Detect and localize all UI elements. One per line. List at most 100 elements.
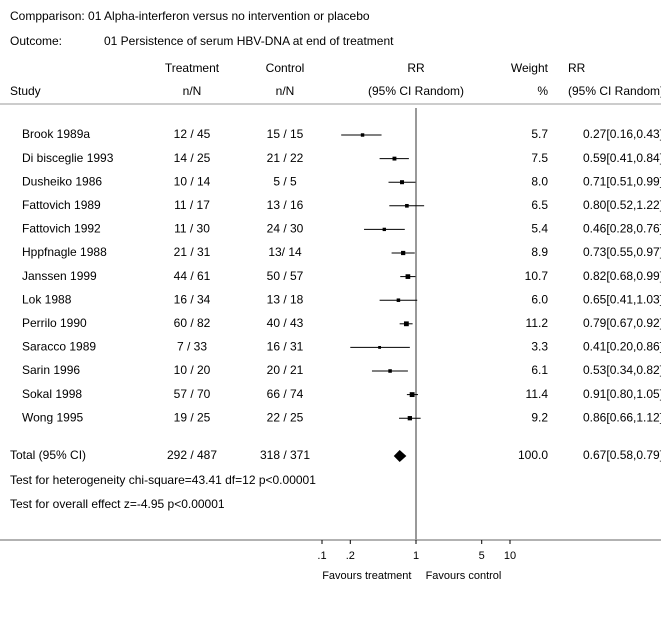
control: 16 / 31: [267, 340, 304, 354]
study-name: Lok 1988: [22, 292, 72, 306]
x-tick-label: .1: [317, 550, 326, 562]
estimate: [382, 227, 386, 232]
header: n/N: [183, 84, 202, 98]
total-diamond: [393, 450, 407, 462]
rr-label: 0.79[0.67,0.92]: [583, 316, 661, 330]
weight: 5.4: [531, 222, 548, 236]
total-label: Total (95% CI): [10, 448, 86, 462]
outcome: 01 Persistence of serum HBV-DNA at end o…: [104, 34, 394, 48]
rr-label: 0.41[0.20,0.86]: [583, 340, 661, 354]
study-name: Fattovich 1989: [22, 198, 101, 212]
treatment: 21 / 31: [174, 245, 211, 259]
x-tick-label: 5: [479, 550, 485, 562]
estimate: [403, 321, 409, 327]
treatment: 7 / 33: [177, 340, 207, 354]
x-tick-label: 10: [504, 550, 516, 562]
rr-label: 0.67[0.58,0.79]: [583, 448, 661, 462]
study-name: Perrilo 1990: [22, 316, 87, 330]
rr-label: 0.59[0.41,0.84]: [583, 151, 661, 165]
weight: 7.5: [531, 151, 548, 165]
study-name: Dusheiko 1986: [22, 174, 102, 188]
weight: 9.2: [531, 410, 548, 424]
control: 66 / 74: [267, 387, 304, 401]
weight: 6.0: [531, 292, 548, 306]
header: (95% CI Random): [568, 84, 661, 98]
note: Test for overall effect z=-4.95 p<0.0000…: [10, 497, 225, 511]
rr-label: 0.46[0.28,0.76]: [583, 222, 661, 236]
estimate: [392, 156, 397, 161]
header: (95% CI Random): [368, 84, 464, 98]
x-label: Favours control: [426, 570, 502, 582]
estimate: [409, 392, 415, 398]
estimate: [401, 250, 406, 256]
weight: 6.1: [531, 363, 548, 377]
rr-label: 0.53[0.34,0.82]: [583, 363, 661, 377]
study-name: Hppfnagle 1988: [22, 245, 107, 259]
weight: 3.3: [531, 340, 548, 354]
control: 15 / 15: [267, 127, 304, 141]
study-name: Fattovich 1992: [22, 222, 101, 236]
control: 5 / 5: [273, 174, 297, 188]
rr-label: 0.82[0.68,0.99]: [583, 269, 661, 283]
weight: 11.4: [526, 387, 549, 401]
treatment: 10 / 14: [174, 174, 211, 188]
weight: 8.9: [531, 245, 548, 259]
study-name: Di bisceglie 1993: [22, 151, 114, 165]
rr-label: 0.65[0.41,1.03]: [583, 292, 661, 306]
treatment: 14 / 25: [174, 151, 211, 165]
study-name: Wong 1995: [22, 410, 83, 424]
title: Compparison: 01 Alpha-interferon versus …: [10, 9, 370, 23]
x-label: Favours treatment: [322, 570, 411, 582]
treatment: 292 / 487: [167, 448, 217, 462]
header: RR: [568, 61, 586, 75]
control: 50 / 57: [267, 269, 304, 283]
treatment: 19 / 25: [174, 410, 211, 424]
outcome-label: Outcome:: [10, 34, 62, 48]
control: 22 / 25: [267, 410, 304, 424]
study-name: Sokal 1998: [22, 387, 82, 401]
rr-label: 0.86[0.66,1.12]: [583, 410, 661, 424]
estimate: [360, 133, 365, 137]
treatment: 16 / 34: [174, 292, 211, 306]
treatment: 44 / 61: [174, 269, 211, 283]
estimate: [407, 416, 412, 421]
weight: 5.7: [531, 127, 548, 141]
control: 21 / 22: [267, 151, 304, 165]
treatment: 60 / 82: [174, 316, 211, 330]
estimate: [378, 345, 382, 349]
treatment: 11 / 30: [174, 222, 210, 236]
header: Weight: [511, 61, 549, 75]
control: 13 / 16: [267, 198, 304, 212]
estimate: [405, 203, 409, 208]
header: Control: [266, 61, 305, 75]
rr-label: 0.71[0.51,0.99]: [583, 174, 661, 188]
study-name: Sarin 1996: [22, 363, 80, 377]
header: Treatment: [165, 61, 220, 75]
estimate: [400, 180, 405, 185]
weight: 8.0: [531, 174, 548, 188]
header: Study: [10, 84, 41, 98]
treatment: 57 / 70: [174, 387, 211, 401]
control: 13 / 18: [267, 292, 304, 306]
control: 20 / 21: [267, 363, 304, 377]
rr-label: 0.73[0.55,0.97]: [583, 245, 661, 259]
treatment: 10 / 20: [174, 363, 211, 377]
rr-label: 0.27[0.16,0.43]: [583, 127, 661, 141]
weight: 6.5: [531, 198, 548, 212]
estimate: [396, 298, 401, 302]
header: n/N: [276, 84, 295, 98]
header: %: [537, 84, 548, 98]
treatment: 11 / 17: [174, 198, 210, 212]
weight: 11.2: [526, 316, 549, 330]
weight: 10.7: [525, 269, 549, 283]
study-name: Brook 1989a: [22, 127, 90, 141]
weight: 100.0: [518, 448, 548, 462]
study-name: Saracco 1989: [22, 340, 96, 354]
note: Test for heterogeneity chi-square=43.41 …: [10, 473, 316, 487]
estimate: [388, 369, 392, 373]
control: 318 / 371: [260, 448, 310, 462]
study-name: Janssen 1999: [22, 269, 97, 283]
x-tick-label: .2: [346, 550, 355, 562]
